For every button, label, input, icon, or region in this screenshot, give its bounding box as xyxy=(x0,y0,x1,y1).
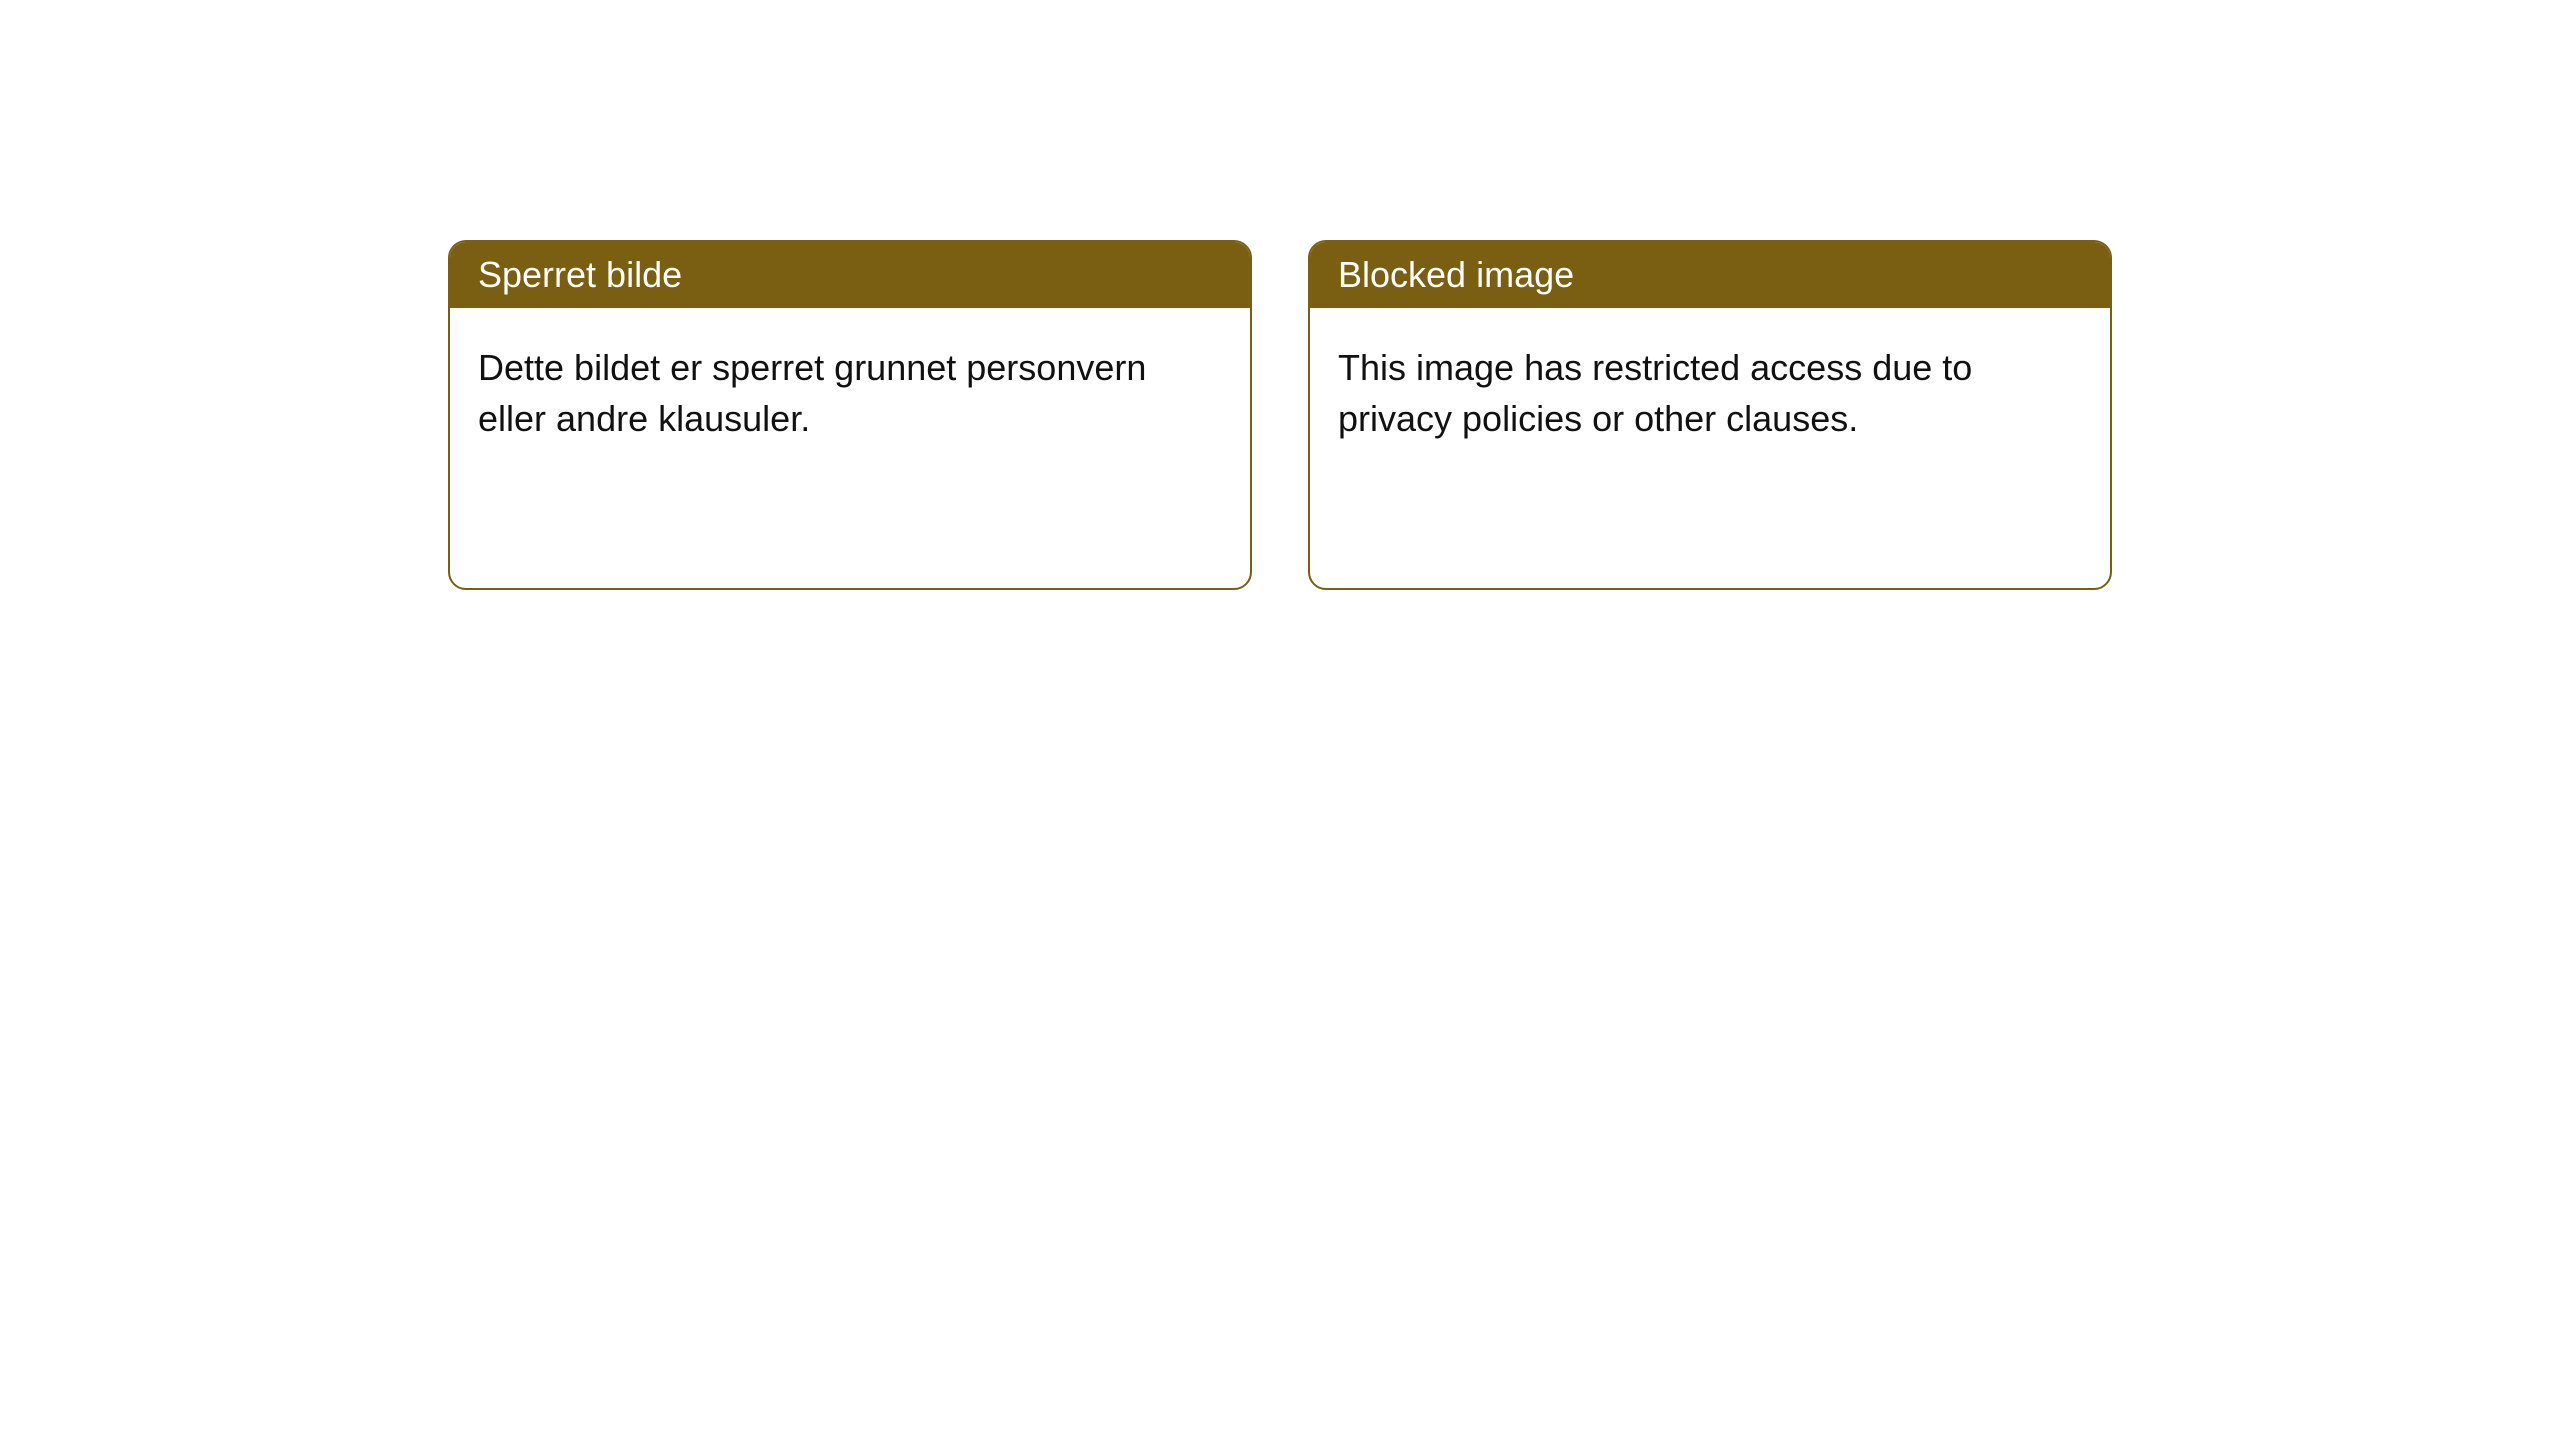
notice-card-text: Dette bildet er sperret grunnet personve… xyxy=(478,347,1146,439)
notice-card-body: This image has restricted access due to … xyxy=(1310,308,2110,588)
notice-card-text: This image has restricted access due to … xyxy=(1338,347,1972,439)
notice-card-norwegian: Sperret bilde Dette bildet er sperret gr… xyxy=(448,240,1252,590)
notice-card-title: Sperret bilde xyxy=(478,254,682,295)
notice-card-body: Dette bildet er sperret grunnet personve… xyxy=(450,308,1250,588)
notice-container: Sperret bilde Dette bildet er sperret gr… xyxy=(448,240,2112,590)
notice-card-title: Blocked image xyxy=(1338,254,1574,295)
notice-card-header: Blocked image xyxy=(1310,242,2110,308)
notice-card-header: Sperret bilde xyxy=(450,242,1250,308)
notice-card-english: Blocked image This image has restricted … xyxy=(1308,240,2112,590)
